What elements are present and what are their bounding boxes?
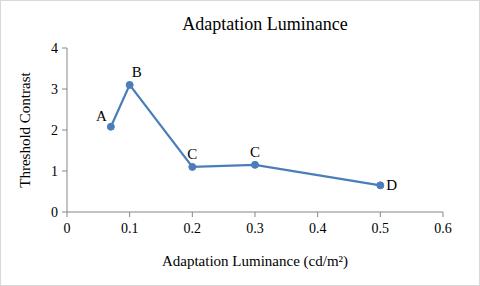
title: Adaptation Luminance — [182, 14, 347, 34]
x-tick-label: 0.2 — [184, 221, 202, 236]
y-tick — [62, 89, 67, 90]
point-label: D — [386, 177, 397, 193]
x-tick — [129, 212, 130, 217]
plot-area — [107, 81, 383, 188]
x-tick-label: 0.5 — [372, 221, 390, 236]
x-tick — [443, 212, 444, 217]
x-tick-label: 0 — [64, 221, 71, 236]
y-tick — [62, 212, 67, 213]
chart: Adaptation Luminance 0 1 2 3 4 0 0.1 0.2 0.3 0.4 0.… — [0, 0, 480, 286]
y-tick-label: 4 — [51, 41, 58, 56]
x-axis-title: Adaptation Luminance (cd/m²) — [162, 253, 348, 270]
x-tick — [317, 212, 318, 217]
point-label: C — [187, 146, 197, 162]
y-tick — [62, 48, 67, 49]
point — [377, 182, 384, 189]
x-tick-label: 0.1 — [121, 221, 139, 236]
x-tick-label: 0.6 — [434, 221, 452, 236]
y-tick-label: 1 — [51, 164, 58, 179]
chart-border — [1, 1, 480, 286]
point — [189, 163, 196, 170]
y-tick — [62, 130, 67, 131]
x-tick-label: 0.3 — [246, 221, 264, 236]
labels: A B C C D — [96, 64, 397, 193]
y-tick-label: 3 — [51, 82, 58, 97]
y-tick — [62, 171, 67, 172]
y-axis-title: Threshold Contrast — [17, 71, 33, 187]
point-label: A — [96, 108, 107, 124]
x-tick — [255, 212, 256, 217]
x-tick — [67, 212, 68, 217]
y-tick-label: 0 — [51, 205, 58, 220]
point-label: C — [250, 144, 260, 160]
x-tick — [380, 212, 381, 217]
series-line — [111, 85, 380, 185]
point — [107, 123, 114, 130]
point — [252, 161, 259, 168]
x-tick-label: 0.4 — [309, 221, 327, 236]
y-tick-label: 2 — [51, 123, 58, 138]
point-label: B — [132, 64, 142, 80]
x-tick — [192, 212, 193, 217]
point — [126, 81, 133, 88]
